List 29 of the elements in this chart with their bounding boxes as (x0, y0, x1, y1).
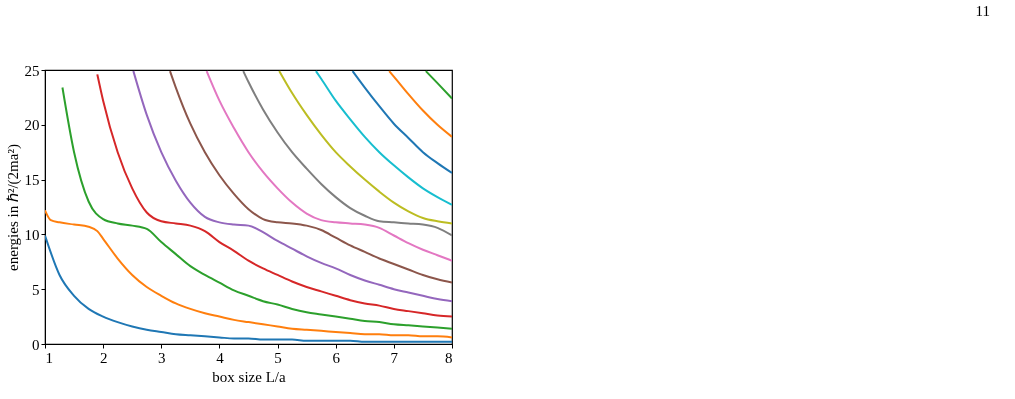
line-series (351, 70, 452, 175)
x-tick-label: 7 (390, 349, 399, 366)
x-tick-label: 6 (332, 349, 341, 366)
x-tick-label: 8 (445, 349, 453, 366)
line-series (132, 70, 452, 303)
y-tick-label: 10 (24, 226, 40, 243)
line-series (45, 234, 452, 343)
line-series (169, 70, 452, 284)
y-tick-label: 0 (32, 336, 40, 353)
line-series (205, 70, 452, 262)
line-series (388, 70, 452, 138)
line-series (96, 73, 452, 318)
y-tick-label: 5 (32, 281, 40, 298)
line-series (45, 209, 452, 339)
line-series (61, 86, 452, 330)
line-series (278, 70, 452, 225)
x-tick-label: 5 (274, 349, 282, 366)
y-tick-label: 15 (24, 172, 40, 189)
line-series (314, 70, 452, 206)
line-series (242, 70, 452, 237)
x-tick-label: 2 (99, 349, 108, 366)
x-tick-label: 3 (158, 349, 166, 366)
x-tick-label: 1 (45, 349, 53, 366)
y-tick-label: 25 (24, 62, 40, 79)
x-axis-title: box size L/a (212, 368, 286, 385)
x-tick-label: 4 (216, 349, 225, 366)
y-axis-title: energies in ℏ²/(2ma²) (4, 144, 22, 271)
y-tick-label: 20 (24, 117, 40, 134)
text: 11 (975, 3, 990, 19)
